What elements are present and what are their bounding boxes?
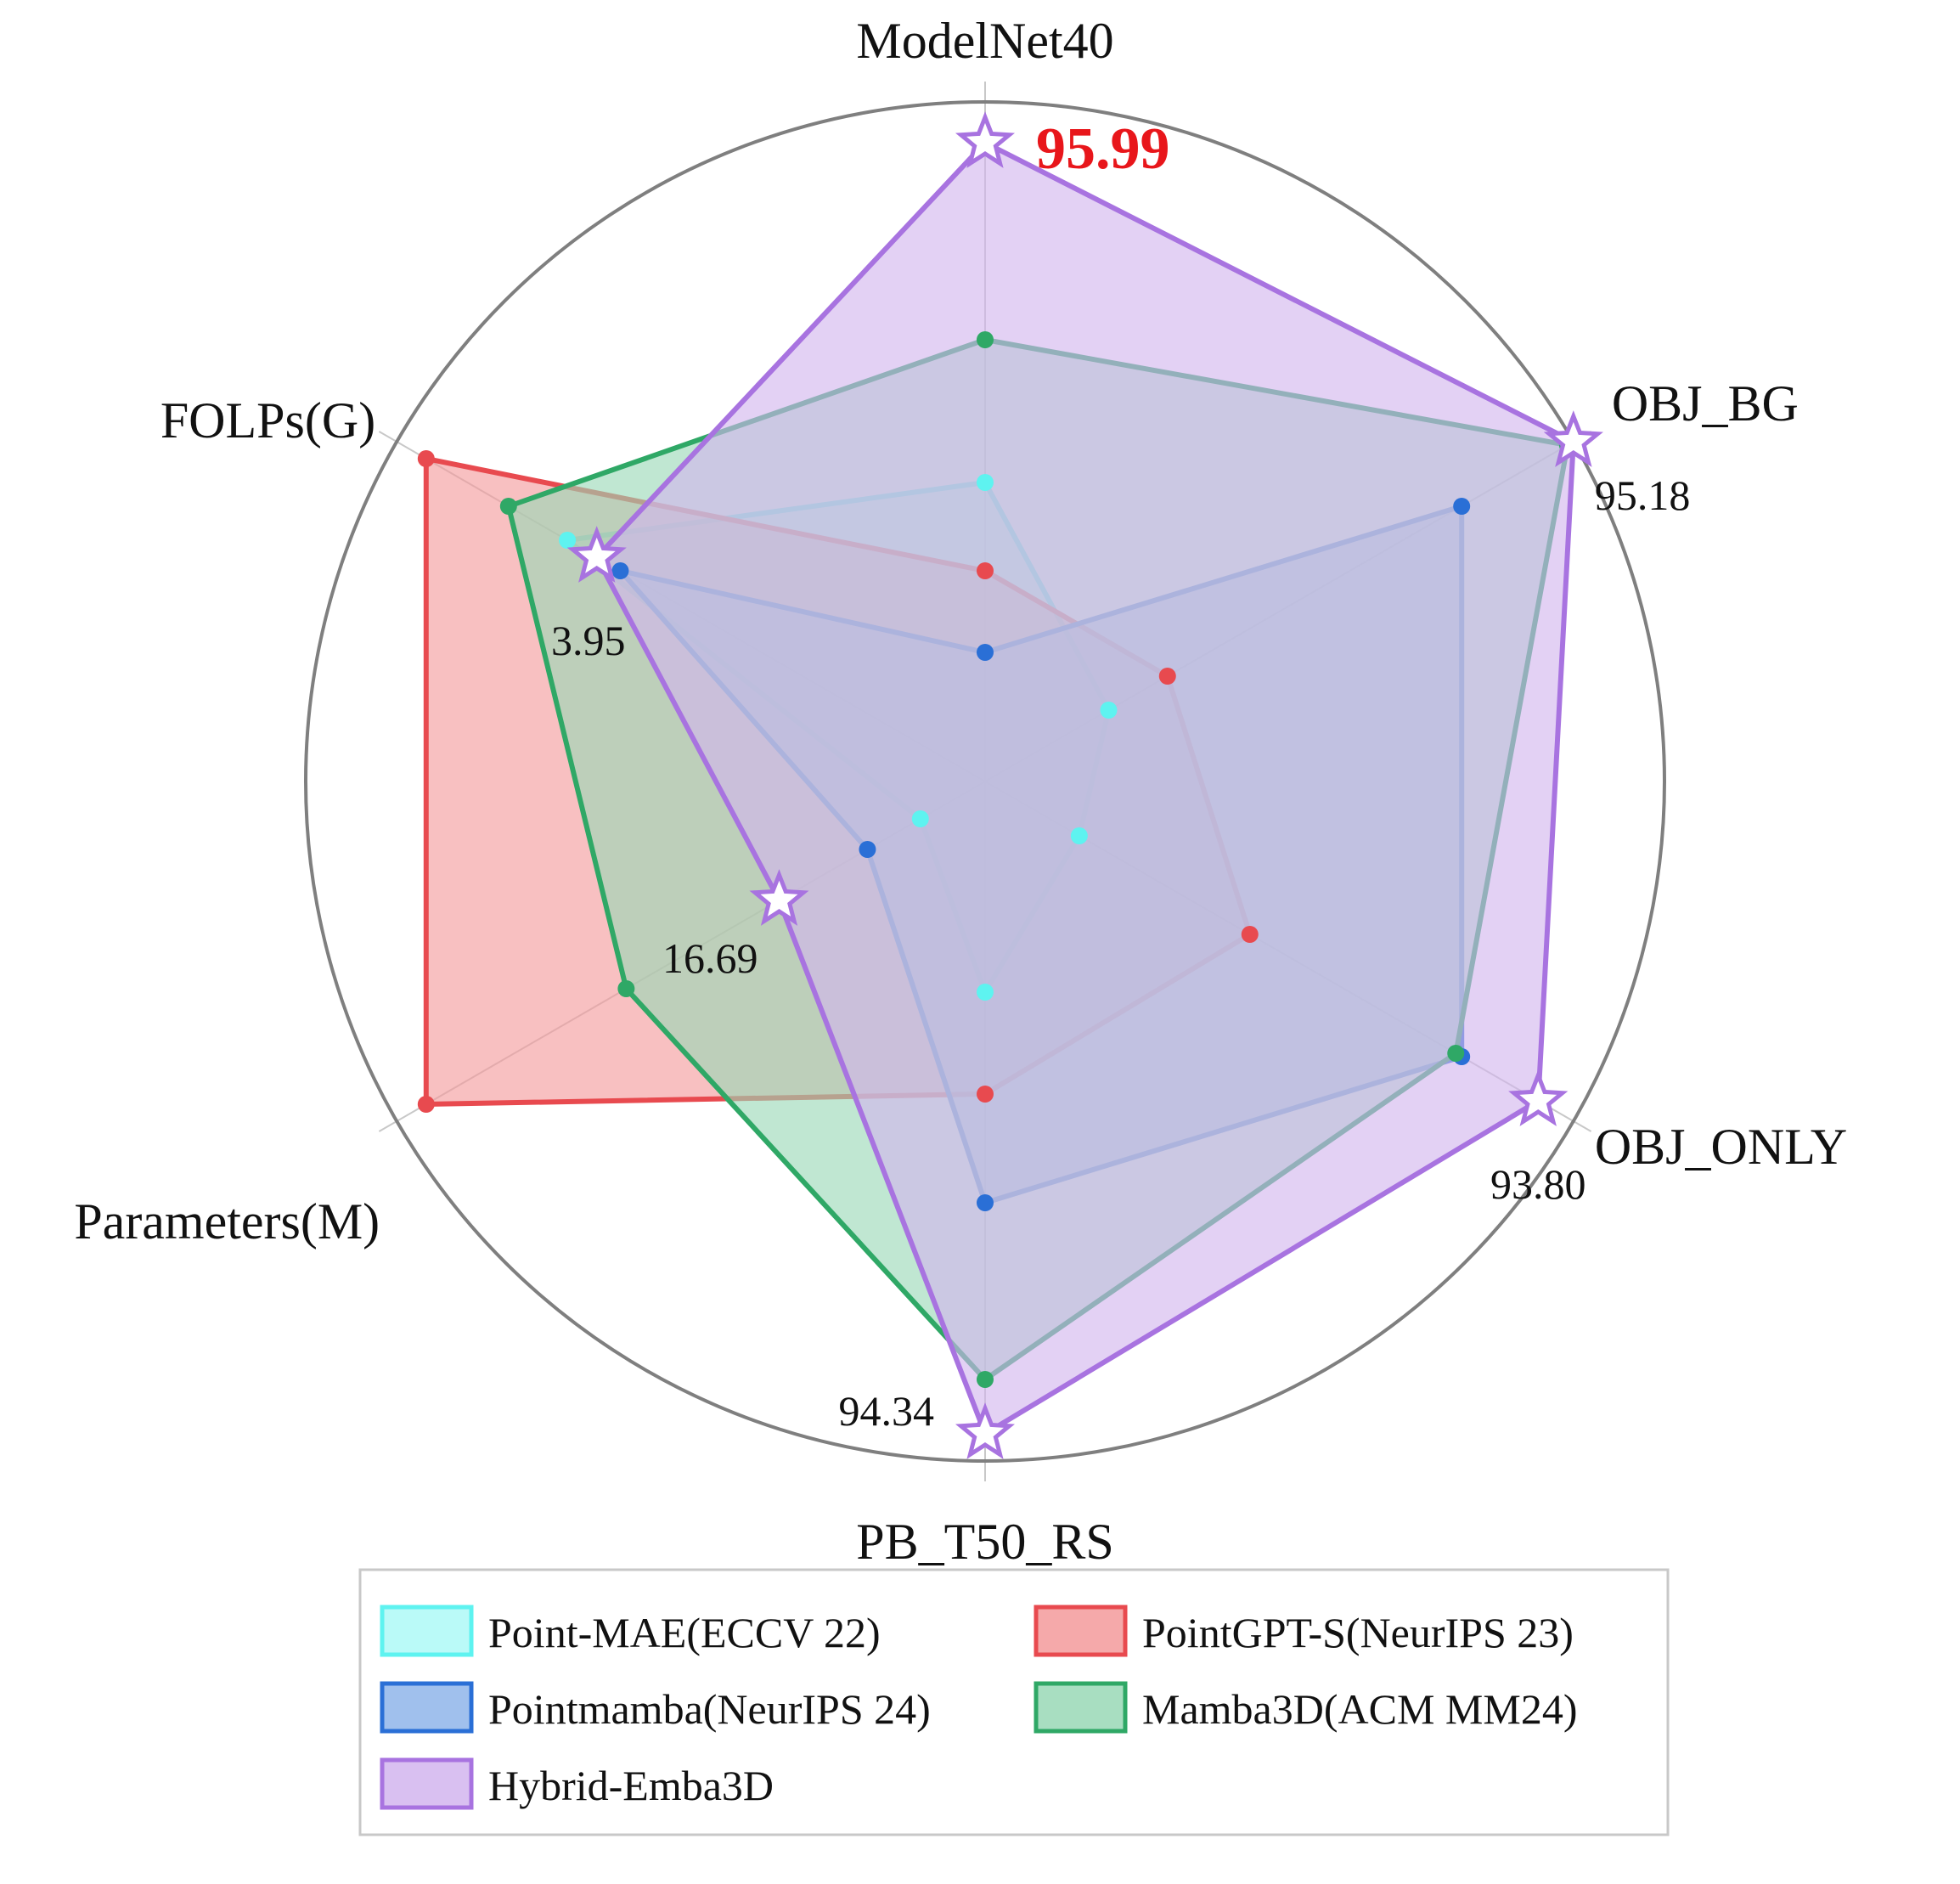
point-pointmamba-neurips-24-parameters-m <box>859 841 876 858</box>
legend-label-point-mae-eccv-22: Point-MAE(ECCV 22) <box>488 1609 881 1656</box>
axis-label-pb-t50-rs: PB_T50_RS <box>856 1514 1113 1570</box>
value-label-parameters-m: 16.69 <box>662 934 758 982</box>
legend-swatch-pointgpt-s-neurips-23 <box>1034 1605 1128 1657</box>
value-labels: 95.99 95.18 93.80 94.34 16.69 3.95 <box>551 116 1690 1435</box>
point-point-mae-eccv-22-obj-only <box>1070 827 1088 844</box>
legend-label-pointmamba-neurips-24: Pointmamba(NeurIPS 24) <box>488 1685 931 1733</box>
outer-ring <box>304 100 1666 1463</box>
axis-label-obj-bg: OBJ_BG <box>1612 375 1799 432</box>
point-mamba3d-acm-mm24-obj-only <box>1447 1045 1465 1062</box>
legend-box <box>358 1568 1670 1836</box>
point-hybrid-emba3d-obj-only <box>1508 1069 1569 1126</box>
value-label-obj-only: 93.80 <box>1490 1160 1586 1208</box>
point-pointgpt-s-neurips-23-modelnet40 <box>977 562 994 579</box>
axis-label-parameters-m: Parameters(M) <box>74 1193 380 1249</box>
point-pointmamba-neurips-24-folps-g <box>611 562 629 579</box>
point-point-mae-eccv-22-pb-t50-rs <box>977 984 994 1001</box>
value-label-pb-t50-rs: 94.34 <box>839 1387 935 1435</box>
point-hybrid-emba3d-folps-g <box>566 526 627 583</box>
axis-label-obj-only: OBJ_ONLY <box>1595 1119 1847 1175</box>
axis-labels: ModelNet40 OBJ_BG OBJ_ONLY PB_T50_RS Paramet… <box>74 13 1847 1570</box>
point-mamba3d-acm-mm24-pb-t50-rs <box>977 1371 994 1388</box>
value-label-modelnet40: 95.99 <box>1036 116 1170 182</box>
point-mamba3d-acm-mm24-modelnet40 <box>977 331 994 348</box>
point-point-mae-eccv-22-parameters-m <box>911 810 929 827</box>
legend-label-mamba3d-acm-mm24: Mamba3D(ACM MM24) <box>1142 1685 1577 1733</box>
point-pointgpt-s-neurips-23-obj-bg <box>1158 668 1176 685</box>
legend-swatch-point-mae-eccv-22 <box>380 1605 474 1657</box>
point-pointmamba-neurips-24-pb-t50-rs <box>977 1194 994 1211</box>
legend-swatch-pointmamba-neurips-24 <box>380 1681 474 1734</box>
point-hybrid-emba3d-modelnet40 <box>955 111 1016 168</box>
point-point-mae-eccv-22-modelnet40 <box>977 474 994 491</box>
point-point-mae-eccv-22-obj-bg <box>1100 702 1118 719</box>
legend-swatch-hybrid-emba3d <box>380 1757 474 1810</box>
point-hybrid-emba3d-obj-bg <box>1543 410 1603 467</box>
point-point-mae-eccv-22-folps-g <box>559 532 577 549</box>
point-hybrid-emba3d-parameters-m <box>749 869 809 926</box>
series-hybrid-emba3d <box>594 139 1576 1438</box>
point-pointgpt-s-neurips-23-pb-t50-rs <box>977 1086 994 1103</box>
legend-swatch-mamba3d-acm-mm24 <box>1034 1681 1128 1734</box>
point-pointgpt-s-neurips-23-parameters-m <box>417 1096 435 1113</box>
point-pointgpt-s-neurips-23-obj-only <box>1241 926 1259 943</box>
axis-label-folps-g: FOLPs(G) <box>161 392 375 448</box>
point-pointgpt-s-neurips-23-folps-g <box>417 450 435 467</box>
legend-label-hybrid-emba3d: Hybrid-Emba3D <box>488 1762 774 1809</box>
value-label-obj-bg: 95.18 <box>1595 471 1691 519</box>
point-pointmamba-neurips-24-modelnet40 <box>977 644 994 661</box>
series-markers <box>417 111 1603 1459</box>
point-pointmamba-neurips-24-obj-bg <box>1453 498 1471 515</box>
point-mamba3d-acm-mm24-folps-g <box>499 498 517 515</box>
legend-label-pointgpt-s-neurips-23: PointGPT-S(NeurIPS 23) <box>1142 1609 1574 1656</box>
point-mamba3d-acm-mm24-parameters-m <box>617 980 635 997</box>
series-polygons <box>423 139 1576 1438</box>
value-label-folps-g: 3.95 <box>551 617 626 664</box>
legend: Point-MAE(ECCV 22) PointGPT-S(NeurIPS 23)… <box>358 1568 1670 1836</box>
axis-label-modelnet40: ModelNet40 <box>856 13 1113 69</box>
point-hybrid-emba3d-pb-t50-rs <box>955 1402 1016 1459</box>
